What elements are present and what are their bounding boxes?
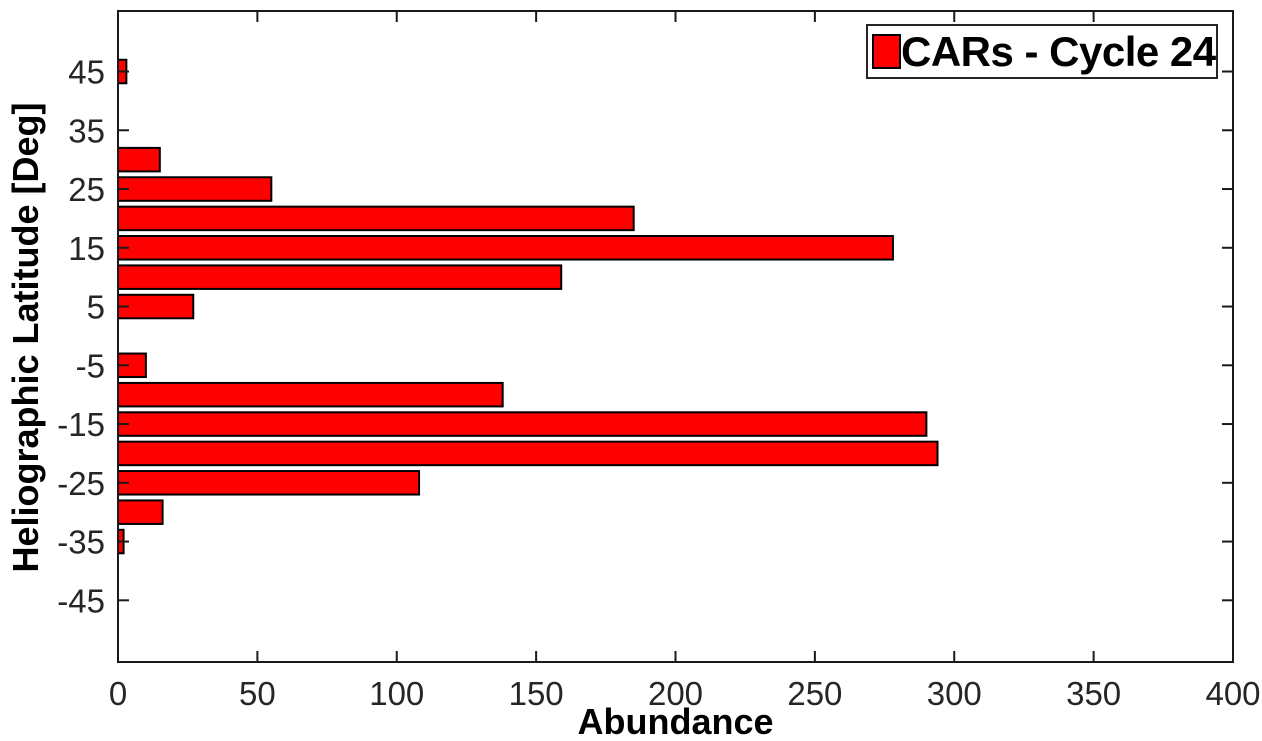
bar-lat-10 — [117, 264, 563, 290]
y-tick-label--15: -15 — [57, 406, 105, 443]
bar-lat-20 — [117, 205, 635, 232]
x-tick-label-350: 350 — [1066, 675, 1121, 712]
x-tick-label-0: 0 — [109, 675, 127, 712]
y-tick-label-5: 5 — [87, 289, 105, 326]
y-tick-label-15: 15 — [68, 230, 105, 267]
x-tick-label-200: 200 — [648, 675, 703, 712]
x-tick-label-50: 50 — [239, 675, 276, 712]
y-tick-label-25: 25 — [68, 171, 105, 208]
x-tick-label-400: 400 — [1205, 675, 1260, 712]
plot-frame — [117, 10, 1234, 663]
chart-legend: CARs - Cycle 24 — [866, 24, 1218, 79]
bar-lat--25 — [117, 470, 421, 496]
x-tick-label-150: 150 — [509, 675, 564, 712]
y-tick-label-45: 45 — [68, 54, 105, 91]
x-axis-label: Abundance — [577, 701, 773, 741]
bar-lat-30 — [117, 146, 161, 173]
bar-lat--20 — [117, 440, 939, 467]
legend-swatch-red — [872, 34, 901, 69]
bar-lat-25 — [117, 176, 273, 202]
x-tick-label-100: 100 — [369, 675, 424, 712]
bar-lat--15 — [117, 411, 928, 437]
y-tick-label--45: -45 — [57, 582, 105, 619]
y-tick-label--25: -25 — [57, 465, 105, 502]
x-tick-label-250: 250 — [787, 675, 842, 712]
bar-lat-15 — [117, 235, 894, 261]
bar-lat--30 — [117, 499, 164, 525]
y-tick-label--35: -35 — [57, 524, 105, 561]
y-tick-label--5: -5 — [76, 347, 105, 384]
bar-lat--10 — [117, 381, 504, 408]
legend-label: CARs - Cycle 24 — [901, 27, 1216, 75]
y-tick-label-35: 35 — [68, 112, 105, 149]
y-axis-label: Heliographic Latitude [Deg] — [5, 102, 46, 572]
bar-lat-5 — [117, 293, 195, 320]
x-tick-label-300: 300 — [927, 675, 982, 712]
